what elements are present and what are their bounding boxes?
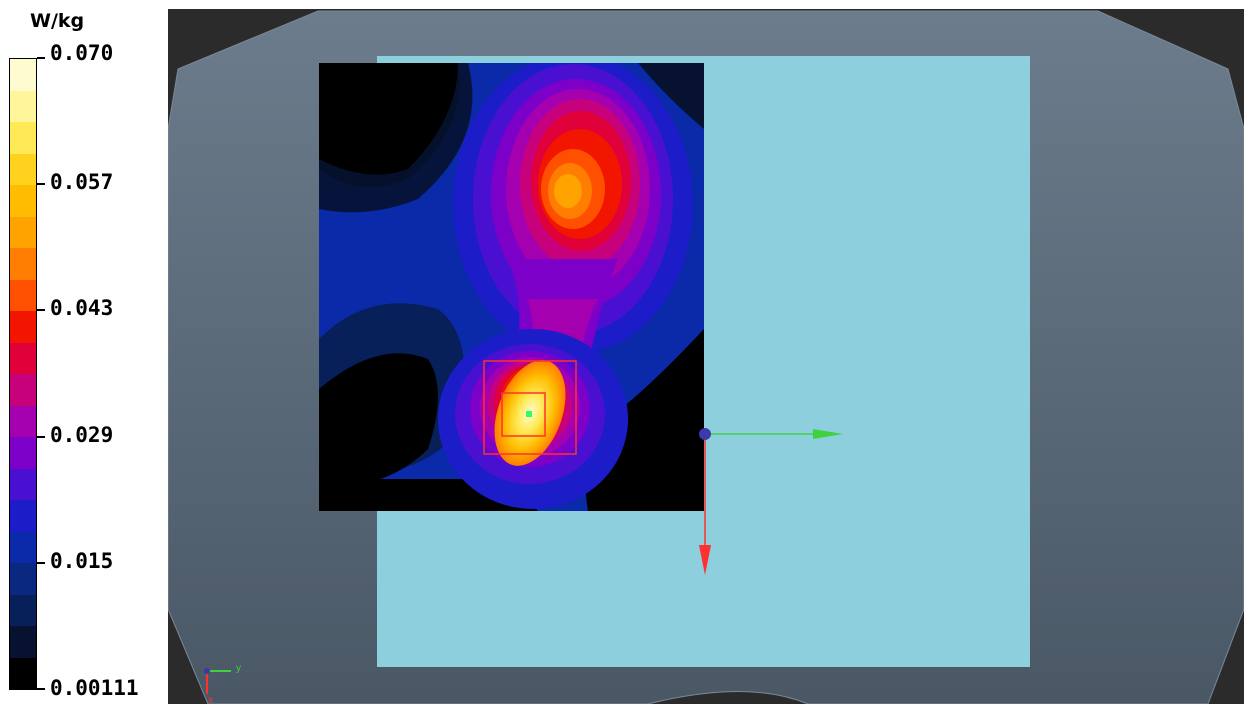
legend-color-swatch (10, 216, 36, 248)
zoom-scan-box (501, 392, 546, 437)
legend-tick (37, 562, 45, 564)
legend-color-swatch (10, 185, 36, 217)
legend-color-swatch (10, 153, 36, 185)
legend-value-min: 0.00111 (50, 676, 139, 700)
legend-color-swatch (10, 437, 36, 469)
legend-color-swatch (10, 279, 36, 311)
legend-color-swatch (10, 248, 36, 280)
legend-tick (37, 436, 45, 438)
legend-color-swatch (10, 500, 36, 532)
color-scale-legend: W/kg 0.070 0.057 0.043 0.029 0.015 0.001… (0, 0, 165, 704)
legend-color-swatch (10, 468, 36, 500)
triad-x-label: x (208, 695, 213, 704)
legend-tick (37, 309, 45, 311)
legend-value: 0.043 (50, 296, 114, 320)
legend-color-swatch (10, 342, 36, 374)
legend-color-swatch (10, 657, 36, 689)
legend-value: 0.057 (50, 170, 114, 194)
legend-tick (37, 57, 45, 59)
color-scale-bar (9, 58, 37, 690)
legend-color-swatch (10, 594, 36, 626)
y-axis-arrow-icon (813, 429, 843, 439)
legend-value: 0.029 (50, 423, 114, 447)
legend-tick (37, 183, 45, 185)
legend-value: 0.015 (50, 549, 114, 573)
legend-color-swatch (10, 626, 36, 658)
legend-color-swatch (10, 563, 36, 595)
3d-viewport[interactable]: y x (168, 9, 1244, 704)
legend-color-swatch (10, 405, 36, 437)
legend-color-swatch (10, 122, 36, 154)
legend-color-swatch (10, 90, 36, 122)
legend-color-swatch (10, 374, 36, 406)
legend-color-swatch (10, 59, 36, 91)
x-axis-arrow-icon (699, 545, 711, 575)
sar-distribution-map (319, 63, 704, 511)
legend-tick (37, 688, 45, 690)
triad-y-label: y (236, 663, 241, 674)
legend-color-swatch (10, 311, 36, 343)
orientation-triad-icon[interactable]: y x (204, 663, 241, 704)
area-scan-box (483, 360, 577, 455)
origin-marker (699, 428, 711, 440)
legend-color-swatch (10, 531, 36, 563)
viewport-scene: y x (168, 10, 1244, 704)
legend-unit-label: W/kg (30, 10, 85, 32)
legend-value-max: 0.070 (50, 41, 114, 65)
peak-point-marker (526, 411, 532, 417)
